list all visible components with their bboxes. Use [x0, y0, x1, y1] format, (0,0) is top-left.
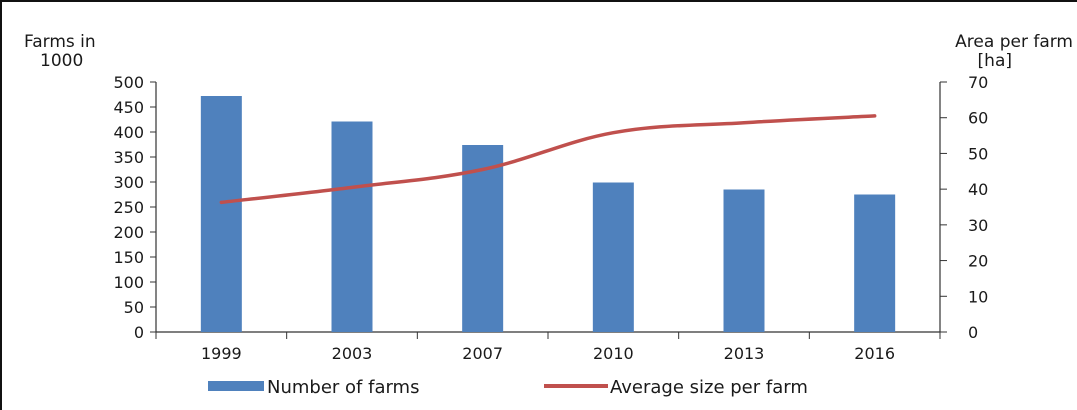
- bar: [854, 194, 896, 332]
- right-tick-label: 40: [968, 180, 988, 199]
- x-tick-label: 2007: [462, 344, 503, 363]
- right-tick-label: 60: [968, 109, 988, 128]
- bar: [462, 145, 504, 332]
- right-tick-label: 20: [968, 252, 988, 271]
- legend: Number of farms Average size per farm: [208, 377, 808, 398]
- left-tick-label: 450: [113, 98, 144, 117]
- left-tick-label: 50: [124, 298, 144, 317]
- left-tick-label: 400: [113, 123, 144, 142]
- right-tick-label: 50: [968, 144, 988, 163]
- bar: [592, 182, 634, 332]
- x-tick-label: 1999: [201, 344, 242, 363]
- left-tick-label: 500: [113, 73, 144, 92]
- legend-swatch-bars: [208, 381, 264, 391]
- left-tick-label: 150: [113, 248, 144, 267]
- right-tick-label: 0: [968, 323, 978, 342]
- right-tick-label: 30: [968, 216, 988, 235]
- x-tick-label: 2010: [593, 344, 634, 363]
- x-tick-label: 2003: [332, 344, 373, 363]
- legend-label-line: Average size per farm: [610, 377, 808, 398]
- bar: [200, 96, 242, 332]
- right-axis-label-line2: [ha]: [978, 51, 1012, 71]
- x-tick-label: 2016: [854, 344, 895, 363]
- left-tick-label: 250: [113, 198, 144, 217]
- left-axis-label-line1: Farms in: [24, 32, 96, 52]
- line-series: [219, 114, 877, 205]
- right-tick-label: 10: [968, 287, 988, 306]
- axes: 0 50 100 150 200 250 300 350 400 450 500 0 10 20 30 40 5…: [113, 73, 988, 363]
- left-axis-label-line2: 1000: [40, 51, 83, 71]
- left-tick-label: 200: [113, 223, 144, 242]
- bar: [723, 189, 765, 332]
- left-tick-label: 350: [113, 148, 144, 167]
- legend-label-bars: Number of farms: [267, 377, 419, 398]
- right-axis-label-line1: Area per farm: [955, 32, 1073, 52]
- legend-swatch-line: [544, 384, 608, 388]
- bar: [331, 121, 373, 332]
- left-tick-label: 300: [113, 173, 144, 192]
- x-tick-label: 2013: [724, 344, 765, 363]
- right-tick-label: 70: [968, 73, 988, 92]
- left-tick-label: 100: [113, 273, 144, 292]
- left-tick-label: 0: [134, 323, 144, 342]
- bars: [200, 96, 896, 332]
- series-line-average-size: [219, 114, 877, 205]
